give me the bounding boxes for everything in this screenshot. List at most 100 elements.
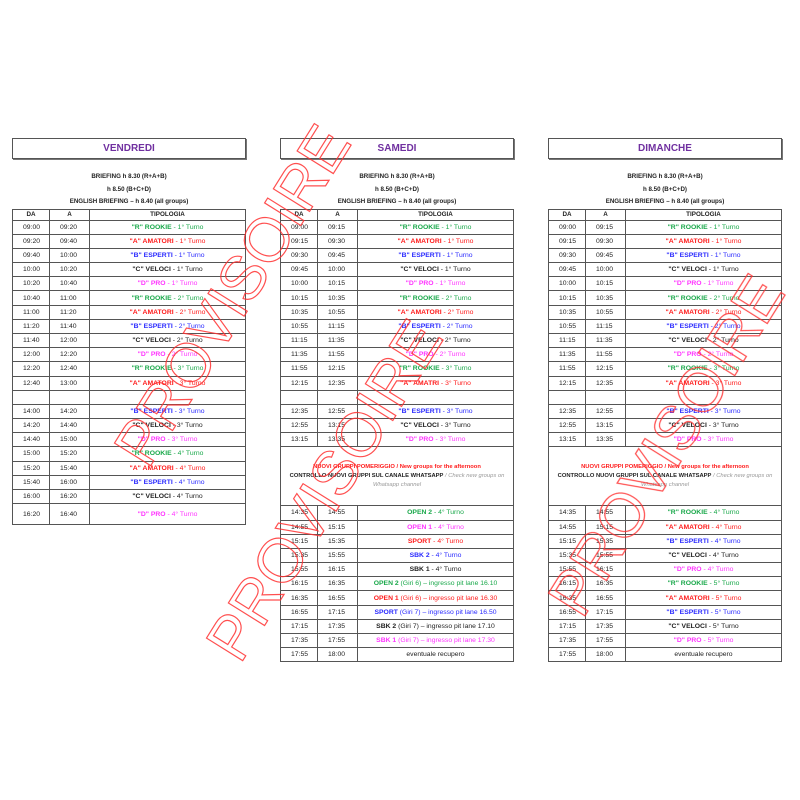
session-type: "A" AMATRI - 3° Turno [357, 375, 514, 391]
note-check-groups-en: / Check new groups on Whatsapp channel [640, 472, 773, 488]
session-type: "A" AMATORI - 2° Turno [625, 304, 782, 320]
group-name: "D" PRO [137, 436, 166, 444]
session-detail: - 3° Turno [170, 422, 203, 430]
time-from: 14:35 [548, 505, 586, 521]
group-name: "C" VELOCI [668, 622, 707, 630]
briefing-line: h 8.50 (B+C+D) [374, 185, 419, 193]
table-row: 15:40 16:00 "B" ESPERTI - 4° Turno [12, 474, 246, 490]
group-name: "A" AMATORI [129, 237, 174, 245]
group-name: "C" VELOCI [132, 422, 171, 430]
time-to: 15:35 [585, 533, 626, 549]
time-from: 11:35 [548, 347, 586, 363]
session-type: "R" ROOKIE - 2° Turno [357, 290, 514, 306]
session-type: "A" AMATORI - 4° Turno [625, 519, 782, 535]
session-detail: - 3° Turno [171, 365, 204, 373]
session-detail: - 2° Turno [439, 294, 472, 302]
session-type: "C" VELOCI - 1° Turno [89, 262, 246, 278]
table-row: 10:15 10:35 "R" ROOKIE - 2° Turno [280, 290, 514, 306]
group-name: "R" ROOKIE [399, 294, 440, 302]
session-detail: - 4° Turno [173, 464, 206, 472]
session-detail: - 4° Turno [172, 478, 205, 486]
time-to: 10:35 [585, 290, 626, 306]
session-type: "R" ROOKIE - 3° Turno [357, 361, 514, 377]
table-row: 12:35 12:55 "B" ESPERTI - 3° Turno [548, 403, 782, 419]
group-name: "A" AMATORI [665, 237, 710, 245]
group-name: "R" ROOKIE [399, 365, 440, 373]
session-type: SPORT - 4° Turno [357, 533, 514, 549]
briefing-info: BRIEFING h 8.30 (R+A+B) h 8.50 (B+C+D) ENG… [280, 171, 514, 209]
session-type: OPEN 2 - 4° Turno [357, 505, 514, 521]
time-from: 15:40 [12, 474, 50, 490]
time-to: 12:15 [317, 361, 358, 377]
briefing-line: ENGLISH BRIEFING – h 8.40 (all groups) [69, 198, 189, 205]
group-name: "B" ESPERTI [130, 407, 173, 415]
session-type: "R" ROOKIE - 1° Turno [357, 219, 514, 235]
session-type: "R" ROOKIE - 4° Turno [625, 505, 782, 521]
time-from: 12:20 [12, 361, 50, 377]
session-detail: - 2° Turno [708, 322, 741, 330]
header-da: DA [548, 208, 586, 221]
session-type: "B" ESPERTI - 2° Turno [357, 318, 514, 335]
time-from: 11:40 [12, 332, 50, 349]
time-from: 11:35 [280, 347, 318, 363]
time-from: 13:15 [548, 432, 586, 448]
session-detail: - 3° Turno [440, 407, 473, 415]
briefing-line: BRIEFING h 8.30 (R+A+B) [359, 173, 435, 180]
time-to: 12:40 [49, 361, 90, 377]
table-row: 11:40 12:00 "C" VELOCI - 2° Turno [12, 332, 246, 349]
session-detail: - 2° Turno [440, 322, 473, 330]
group-name: "B" ESPERTI [666, 608, 709, 616]
time-from: 09:20 [12, 233, 50, 249]
session-type: "A" AMATORI - 2° Turno [357, 304, 514, 320]
table-row: 10:35 10:55 "A" AMATORI - 2° Turno [280, 304, 514, 320]
time-from: 14:35 [280, 505, 318, 521]
time-to: 16:40 [49, 503, 90, 526]
table-row: 16:00 16:20 "C" VELOCI - 4° Turno [12, 488, 246, 505]
briefing-line: BRIEFING h 8.30 (R+A+B) [627, 173, 703, 180]
note-check-groups-en: / Check new groups on Whatsapp channel [372, 472, 505, 488]
session-detail: - 3° Turno [165, 436, 198, 444]
header-tipologia: TIPOLOGIA [357, 208, 514, 221]
session-type: "C" VELOCI - 2° Turno [89, 332, 246, 349]
time-from: 15:15 [548, 533, 586, 549]
group-name: OPEN 1 [407, 523, 433, 531]
time-to: 10:00 [317, 262, 358, 278]
table-row: 17:55 18:00 eventuale recupero [548, 647, 782, 663]
session-type: "A" AMATORI - 1° Turno [89, 233, 246, 249]
session-detail: - 1° Turno [440, 251, 473, 259]
session-detail: (Giri 7) – ingresso pit lane 17.30 [396, 637, 495, 645]
time-to: 17:15 [585, 604, 626, 620]
session-detail: - 1° Turno [701, 280, 734, 288]
session-type: "D" PRO - 2° Turno [89, 347, 246, 363]
group-name: "D" PRO [137, 351, 166, 359]
note-check-groups: CONTROLLO NUOVI GRUPPI SUL CANALE WHATSA… [289, 472, 444, 479]
time-from: 16:00 [12, 488, 50, 505]
session-type: "B" ESPERTI - 2° Turno [89, 318, 246, 335]
session-detail: - 4° Turno [709, 523, 742, 531]
time-to: 17:35 [317, 618, 358, 635]
table-row: 16:35 16:55 OPEN 1 (Giri 6) – ingresso pit… [280, 590, 514, 606]
time-from: 10:00 [280, 276, 318, 292]
session-type: "C" VELOCI - 1° Turno [625, 262, 782, 278]
session-detail: (Giri 7) – ingresso pit lane 16.50 [397, 608, 497, 616]
group-name: "C" VELOCI [132, 337, 171, 345]
session-detail: - 3° Turno [708, 407, 741, 415]
table-row: 09:00 09:20 "R" ROOKIE - 1° Turno [12, 219, 246, 235]
session-type: "R" ROOKIE - 1° Turno [89, 219, 246, 235]
group-name: "A" AMATRI [400, 379, 440, 387]
time-to: 10:20 [49, 262, 90, 278]
note-new-groups: NUOVI GRUPPI POMERIGGIO / New groups for… [313, 463, 481, 470]
group-name: OPEN 2 [407, 509, 433, 517]
header-a: A [585, 208, 626, 221]
table-row: 15:15 15:35 "B" ESPERTI - 4° Turno [548, 533, 782, 549]
session-detail: - 4° Turno [431, 537, 464, 545]
table-row: 15:55 16:15 "D" PRO - 4° Turno [548, 562, 782, 578]
session-detail: - 2° Turno [438, 337, 471, 345]
group-name: "C" VELOCI [400, 422, 439, 430]
session-type: "B" ESPERTI - 1° Turno [357, 247, 514, 264]
table-row: 17:55 18:00 eventuale recupero [280, 647, 514, 663]
session-type: "D" PRO - 4° Turno [89, 503, 246, 526]
group-name: "D" PRO [673, 280, 702, 288]
group-name: "C" VELOCI [668, 337, 707, 345]
group-name: "D" PRO [405, 436, 434, 444]
